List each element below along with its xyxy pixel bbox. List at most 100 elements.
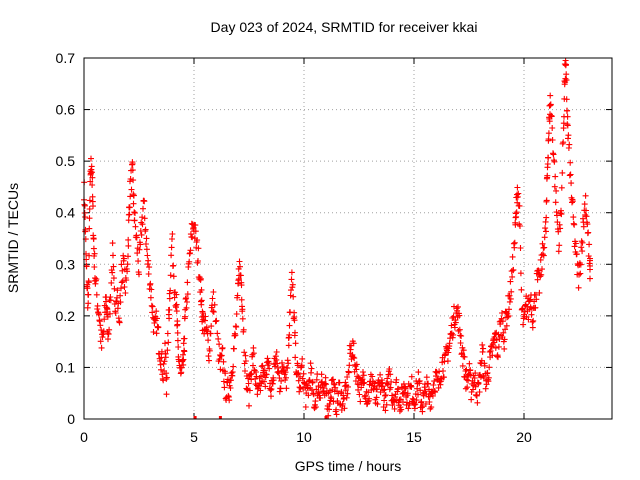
data-point	[386, 366, 393, 372]
data-point	[147, 294, 154, 301]
data-point	[141, 198, 148, 205]
grid	[84, 58, 612, 419]
data-point	[184, 279, 191, 286]
data-point	[513, 213, 520, 220]
data-point	[583, 207, 589, 214]
data-point	[142, 226, 149, 233]
data-point	[416, 377, 423, 384]
data-point	[169, 231, 176, 237]
data-point	[299, 355, 306, 362]
data-point	[174, 329, 181, 336]
data-point	[285, 342, 292, 349]
data-point	[512, 221, 519, 228]
data-point	[539, 266, 545, 273]
y-tick-label: 0.5	[56, 153, 76, 169]
data-point	[216, 341, 223, 348]
data-point	[550, 151, 557, 158]
data-point	[133, 234, 140, 241]
data-point	[305, 392, 312, 399]
data-point	[482, 385, 489, 392]
data-point	[230, 363, 237, 370]
data-point	[153, 330, 160, 337]
data-point	[188, 220, 195, 227]
data-point	[470, 386, 476, 393]
data-point	[213, 317, 220, 324]
data-point	[85, 279, 92, 286]
data-point	[139, 221, 146, 228]
data-point	[186, 258, 193, 265]
x-tick-label: 10	[296, 429, 312, 445]
data-point	[104, 306, 111, 313]
data-point	[488, 343, 495, 350]
data-point	[556, 242, 563, 249]
data-point	[555, 248, 562, 255]
data-point	[232, 332, 239, 339]
data-point	[167, 287, 174, 294]
data-point	[330, 376, 336, 383]
data-point	[499, 318, 506, 325]
data-point	[214, 330, 221, 337]
data-point	[322, 374, 329, 381]
data-point	[563, 77, 570, 84]
data-point	[98, 327, 105, 334]
data-point	[96, 311, 102, 318]
data-point	[360, 369, 366, 375]
data-point	[425, 380, 432, 387]
data-point	[117, 292, 124, 299]
y-tick-label: 0.7	[56, 50, 76, 66]
data-point	[514, 199, 521, 206]
data-point	[501, 336, 508, 343]
data-point	[528, 311, 535, 318]
data-point	[148, 302, 155, 309]
data-point	[579, 239, 586, 246]
data-point	[189, 234, 196, 241]
data-point	[468, 396, 475, 403]
data-point	[456, 326, 463, 333]
data-point	[545, 136, 552, 143]
data-point	[168, 244, 175, 251]
data-point	[366, 395, 373, 402]
data-point	[158, 348, 165, 355]
data-point	[341, 405, 348, 412]
data-point	[181, 335, 188, 342]
data-point	[517, 245, 524, 251]
data-point	[292, 340, 299, 347]
data-point	[566, 141, 573, 148]
data-point	[463, 376, 470, 383]
data-point	[289, 281, 296, 288]
data-point	[250, 350, 257, 357]
x-tick-label: 20	[516, 429, 532, 445]
data-point	[323, 381, 329, 388]
data-point	[116, 319, 123, 326]
data-point	[505, 312, 512, 319]
data-point	[286, 322, 293, 329]
data-point	[382, 392, 388, 399]
data-point	[493, 336, 500, 343]
data-point	[430, 382, 437, 388]
data-point	[509, 273, 516, 280]
data-point	[88, 169, 95, 176]
data-point	[170, 262, 177, 269]
data-point	[545, 154, 552, 161]
axes: 0 0.1 0.2 0.3 0.4 0.5 0.6 0.7 0 5 10 15 20	[56, 50, 612, 445]
data-point	[557, 225, 564, 232]
data-point	[266, 365, 273, 372]
data-point	[564, 113, 571, 120]
data-point	[419, 408, 426, 415]
data-point	[173, 308, 180, 315]
data-point	[330, 398, 337, 405]
data-point	[245, 380, 252, 387]
data-point	[440, 368, 446, 374]
data-point	[563, 96, 570, 103]
data-point	[479, 341, 486, 348]
data-point	[525, 316, 532, 323]
data-point	[89, 174, 96, 181]
data-point	[563, 71, 570, 78]
data-point	[239, 315, 246, 322]
data-point	[91, 250, 98, 257]
data-point	[384, 375, 391, 382]
data-point	[265, 360, 272, 367]
data-point	[295, 370, 302, 376]
data-point	[461, 353, 468, 360]
data-points	[81, 57, 593, 419]
